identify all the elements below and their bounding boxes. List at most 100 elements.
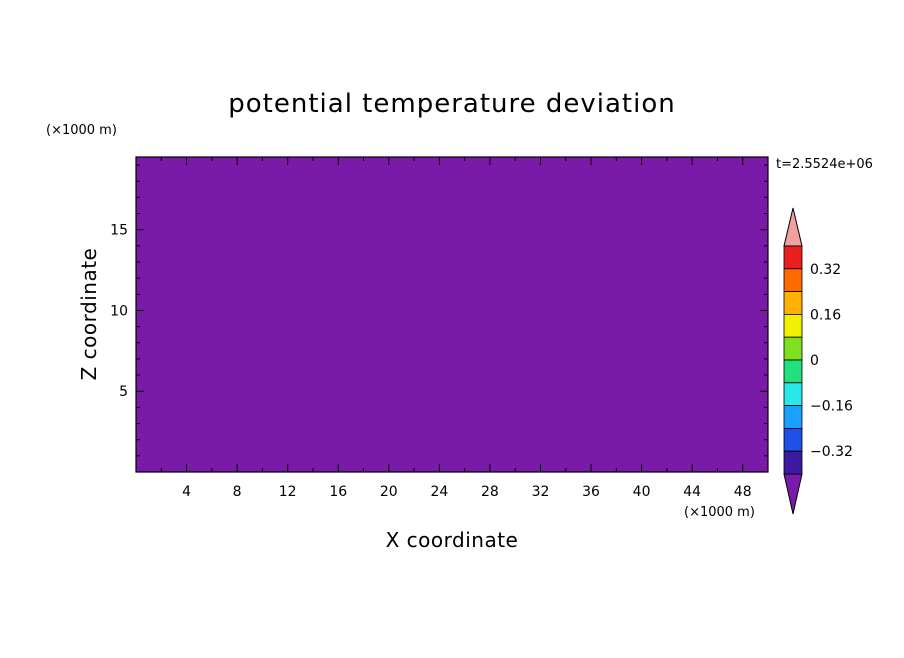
heatmap-cell: [452, 326, 459, 332]
heatmap-cell: [173, 463, 181, 469]
heatmap-cell: [369, 322, 377, 328]
heatmap-cell: [559, 443, 567, 449]
heatmap-cell: [622, 459, 630, 465]
heatmap-cell: [717, 270, 725, 275]
heatmap-cell: [376, 326, 384, 332]
heatmap-cell: [325, 298, 333, 303]
heatmap-cell: [584, 294, 592, 299]
heatmap-cell: [142, 354, 150, 360]
heatmap-cell: [470, 415, 478, 421]
heatmap-cell: [616, 459, 624, 465]
heatmap-cell: [717, 387, 725, 392]
heatmap-cell: [262, 346, 270, 352]
heatmap-cell: [603, 342, 611, 348]
heatmap-cell: [331, 342, 339, 348]
heatmap-cell: [262, 338, 270, 344]
heatmap-cell: [540, 330, 548, 336]
heatmap-cell: [173, 419, 181, 425]
heatmap-cell: [666, 286, 674, 291]
heatmap-cell: [173, 379, 181, 384]
heatmap-cell: [711, 455, 719, 461]
heatmap-cell: [641, 338, 649, 344]
heatmap-cell: [489, 375, 497, 380]
heatmap-cell: [268, 395, 276, 400]
heatmap-cell: [161, 306, 169, 312]
heatmap-cell: [641, 399, 649, 404]
heatmap-cell: [243, 367, 251, 372]
heatmap-cell: [325, 431, 333, 437]
heatmap-cell: [641, 387, 649, 392]
heatmap-cell: [262, 298, 270, 303]
heatmap-cell: [452, 419, 459, 425]
heatmap-cell: [749, 362, 756, 368]
heatmap-cell: [553, 439, 561, 445]
heatmap-cell: [597, 294, 605, 299]
heatmap-cell: [635, 338, 643, 344]
heatmap-cell: [730, 310, 737, 316]
heatmap-cell: [470, 387, 478, 392]
heatmap-cell: [654, 326, 662, 332]
heatmap-cell: [376, 274, 384, 279]
heatmap-cell: [496, 447, 504, 453]
heatmap-cell: [388, 294, 396, 299]
heatmap-cell: [603, 439, 611, 445]
heatmap-cell: [173, 435, 181, 441]
heatmap-cell: [628, 318, 636, 324]
heatmap-cell: [559, 447, 567, 453]
heatmap-cell: [420, 306, 428, 312]
heatmap-cell: [376, 282, 384, 287]
heatmap-cell: [572, 274, 579, 279]
heatmap-cell: [591, 455, 598, 461]
heatmap-cell: [755, 459, 763, 465]
heatmap-cell: [742, 403, 750, 408]
heatmap-cell: [180, 334, 188, 340]
heatmap-cell: [167, 346, 175, 352]
heatmap-cell: [300, 290, 308, 295]
heatmap-cell: [199, 294, 207, 299]
heatmap-cell: [237, 314, 245, 320]
heatmap-cell: [692, 342, 700, 348]
heatmap-cell: [256, 467, 263, 472]
heatmap-cell: [407, 379, 415, 384]
heatmap-cell: [148, 399, 156, 404]
heatmap-cell: [565, 403, 573, 408]
heatmap-cell: [508, 314, 516, 320]
heatmap-cell: [205, 435, 213, 441]
heatmap-cell: [508, 439, 516, 445]
heatmap-cell: [508, 395, 516, 400]
heatmap-cell: [565, 306, 573, 312]
heatmap-cell: [439, 274, 447, 279]
heatmap-cell: [616, 367, 624, 372]
heatmap-cell: [483, 358, 491, 364]
heatmap-cell: [470, 322, 478, 328]
heatmap-cell: [635, 286, 643, 291]
heatmap-cell: [597, 403, 605, 408]
heatmap-cell: [262, 294, 270, 299]
heatmap-cell: [275, 278, 282, 283]
heatmap-cell: [344, 459, 352, 465]
heatmap-cell: [546, 286, 554, 291]
heatmap-cell: [414, 298, 421, 303]
heatmap-cell: [647, 286, 655, 291]
heatmap-cell: [249, 419, 257, 425]
heatmap-cell: [433, 274, 440, 279]
heatmap-cell: [388, 447, 396, 453]
heatmap-cell: [433, 467, 440, 472]
heatmap-cell: [508, 286, 516, 291]
heatmap-cell: [477, 419, 485, 425]
heatmap-cell: [565, 358, 573, 364]
heatmap-cell: [344, 358, 352, 364]
heatmap-cell: [578, 302, 586, 308]
heatmap-cell: [294, 435, 301, 441]
heatmap-cell: [452, 322, 459, 328]
heatmap-cell: [211, 367, 219, 372]
heatmap-cell: [211, 322, 219, 328]
heatmap-cell: [312, 362, 320, 368]
heatmap-cell: [154, 459, 162, 465]
heatmap-cell: [180, 274, 188, 279]
heatmap-cell: [306, 439, 314, 445]
heatmap-cell: [704, 435, 712, 441]
heatmap-cell: [723, 314, 731, 320]
heatmap-cell: [679, 431, 687, 437]
